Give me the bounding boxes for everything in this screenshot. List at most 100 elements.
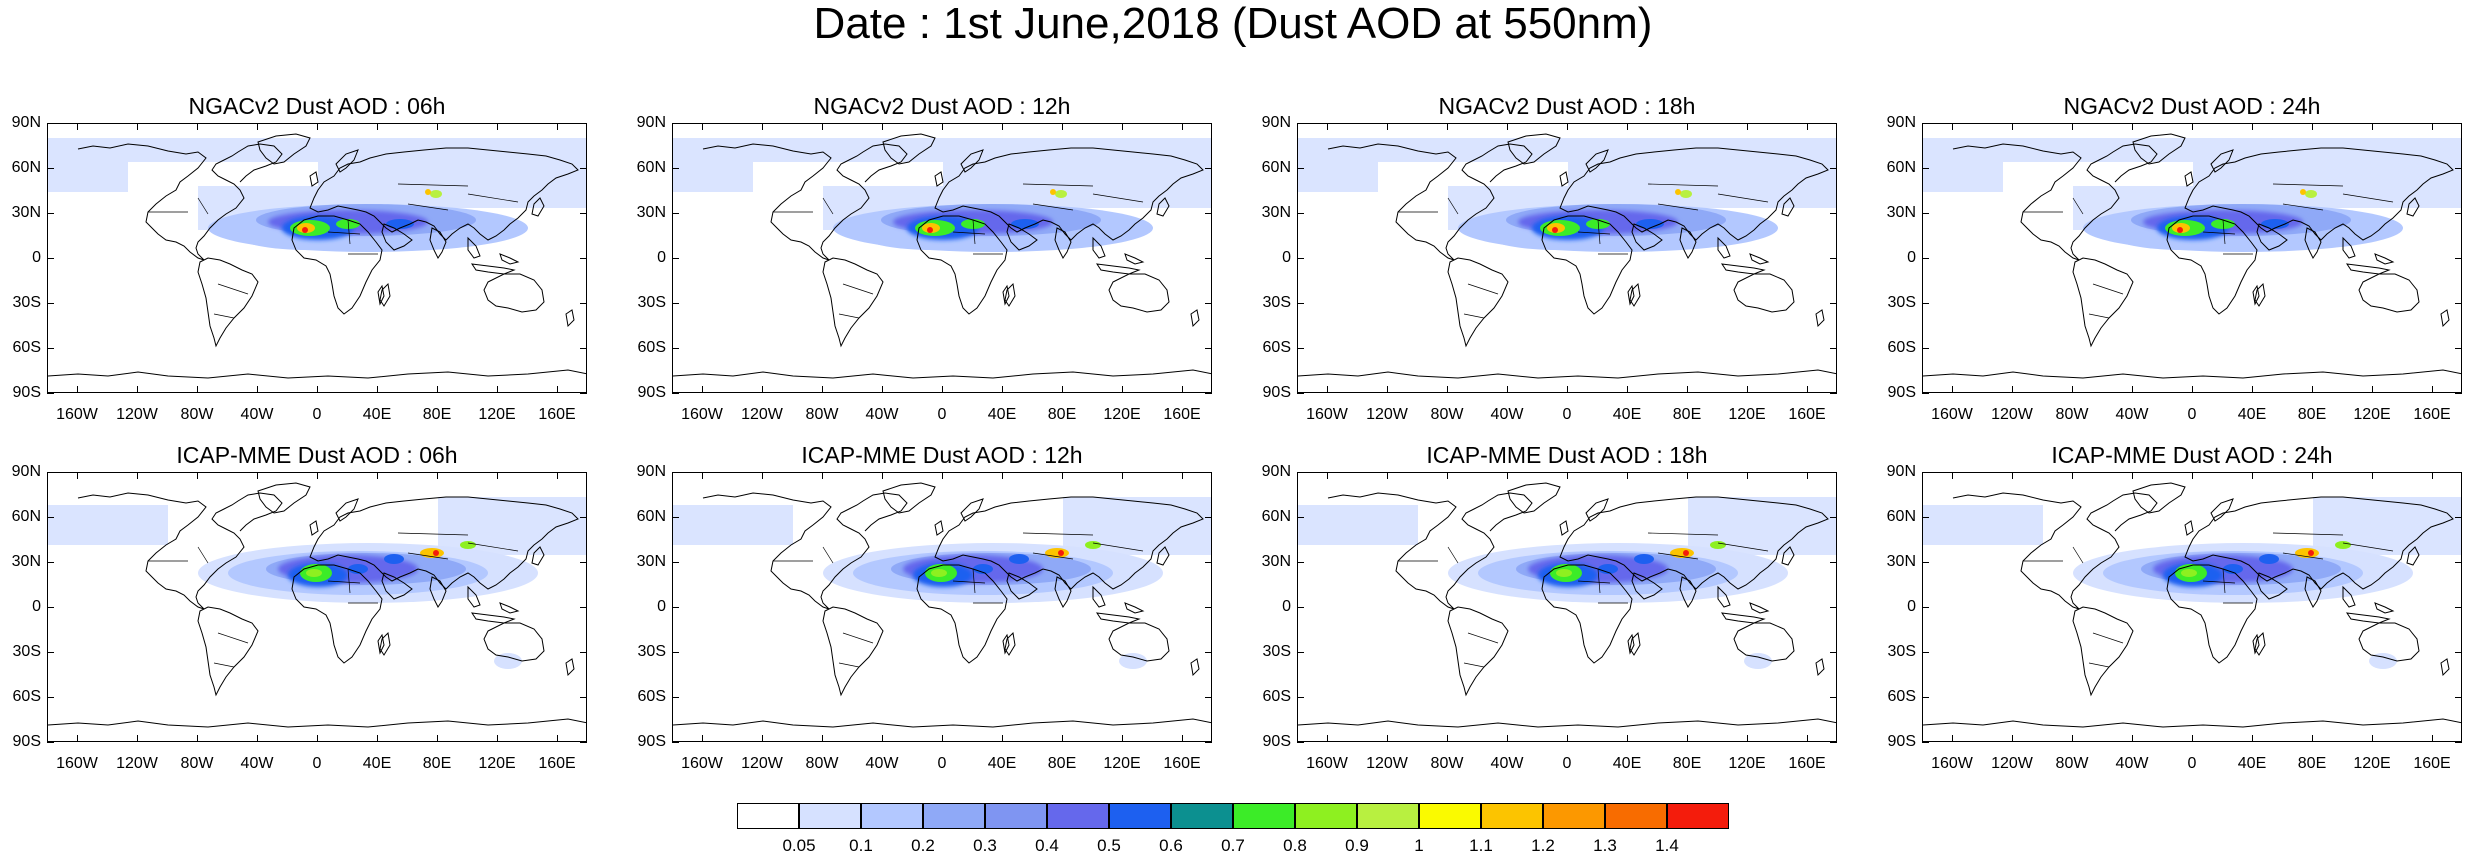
lat-tick bbox=[1922, 472, 1929, 473]
lat-tick bbox=[1830, 472, 1837, 473]
lon-tick-label: 160W bbox=[1931, 406, 1973, 423]
lat-tick bbox=[47, 562, 54, 563]
lon-tick bbox=[1327, 735, 1328, 742]
dust-aod-field bbox=[1923, 497, 2462, 669]
lon-tick bbox=[1807, 123, 1808, 130]
lon-tick-label: 160E bbox=[2413, 755, 2451, 772]
lat-tick bbox=[1922, 393, 1929, 394]
lon-tick bbox=[942, 123, 943, 130]
lat-tick-label: 30S bbox=[637, 643, 666, 660]
lon-tick bbox=[1507, 386, 1508, 393]
lon-tick-label: 120E bbox=[1728, 755, 1766, 772]
lon-tick bbox=[497, 386, 498, 393]
lat-tick bbox=[1830, 652, 1837, 653]
lon-tick bbox=[1387, 472, 1388, 479]
lon-tick bbox=[1687, 735, 1688, 742]
lon-tick bbox=[1122, 735, 1123, 742]
panel-title: NGACv2 Dust AOD : 24h bbox=[2063, 93, 2321, 119]
lon-tick-label: 160E bbox=[1788, 406, 1826, 423]
lat-tick bbox=[1830, 213, 1837, 214]
lat-tick bbox=[1205, 393, 1212, 394]
lat-tick bbox=[672, 168, 679, 169]
lat-tick bbox=[580, 697, 587, 698]
lon-tick bbox=[702, 123, 703, 130]
lon-tick bbox=[2312, 386, 2313, 393]
lon-tick-label: 0 bbox=[2187, 406, 2197, 423]
colorbar-swatch bbox=[1109, 803, 1171, 829]
lat-tick bbox=[47, 303, 54, 304]
dust-aod-field bbox=[1298, 497, 1837, 669]
lat-tick-label: 90S bbox=[12, 384, 41, 401]
lat-tick bbox=[1922, 213, 1929, 214]
lat-tick bbox=[1297, 472, 1304, 473]
lon-tick-label: 40E bbox=[1612, 406, 1642, 423]
lon-tick-label: 0 bbox=[1562, 755, 1572, 772]
lat-tick bbox=[1297, 607, 1304, 608]
lon-tick bbox=[137, 735, 138, 742]
colorbar-label: 0.5 bbox=[1097, 836, 1121, 855]
lon-tick bbox=[1567, 123, 1568, 130]
lon-tick-label: 120E bbox=[2353, 406, 2391, 423]
lat-tick bbox=[1297, 168, 1304, 169]
lat-tick bbox=[1205, 742, 1212, 743]
lon-tick-label: 40W bbox=[865, 406, 899, 423]
lon-tick bbox=[1687, 386, 1688, 393]
lat-tick bbox=[1830, 168, 1837, 169]
colorbar-swatch bbox=[1667, 803, 1729, 829]
colorbar-label: 0.05 bbox=[782, 836, 816, 855]
lat-tick bbox=[1205, 348, 1212, 349]
lon-tick bbox=[1627, 472, 1628, 479]
lon-tick-label: 120E bbox=[1728, 406, 1766, 423]
lon-tick-label: 160W bbox=[56, 406, 98, 423]
lon-tick bbox=[882, 735, 883, 742]
colorbar-label: 1.4 bbox=[1655, 836, 1679, 855]
lat-tick-label: 90S bbox=[637, 733, 666, 750]
lat-tick-label: 30S bbox=[1262, 294, 1291, 311]
dust-aod-map bbox=[673, 482, 1212, 728]
lat-tick-label: 60N bbox=[11, 508, 41, 525]
map-panel: ICAP-MME Dust AOD : 12h 90N 60N 30N 0 30S 60S 9… bbox=[637, 442, 1212, 772]
lat-tick-label: 90N bbox=[11, 463, 41, 480]
lat-tick bbox=[47, 393, 54, 394]
lon-tick-label: 40W bbox=[2115, 755, 2149, 772]
lon-tick bbox=[257, 472, 258, 479]
lon-tick-label: 40E bbox=[2237, 406, 2267, 423]
lon-tick bbox=[1062, 386, 1063, 393]
lon-tick-label: 160E bbox=[1163, 406, 1201, 423]
dust-aod-field bbox=[673, 497, 1212, 669]
lon-tick bbox=[1952, 472, 1953, 479]
panel-title: ICAP-MME Dust AOD : 24h bbox=[2051, 442, 2333, 468]
lon-tick-label: 80E bbox=[1047, 406, 1077, 423]
lon-tick bbox=[2432, 472, 2433, 479]
lon-tick bbox=[2252, 735, 2253, 742]
lon-tick bbox=[2312, 123, 2313, 130]
lon-tick bbox=[137, 123, 138, 130]
lat-tick bbox=[1922, 123, 1929, 124]
lon-tick bbox=[1122, 386, 1123, 393]
lon-tick bbox=[762, 123, 763, 130]
colorbar-swatch bbox=[799, 803, 861, 829]
colorbar-swatch bbox=[1543, 803, 1605, 829]
lat-tick bbox=[672, 393, 679, 394]
lat-tick-label: 0 bbox=[1907, 598, 1916, 615]
lat-tick bbox=[2455, 742, 2462, 743]
lat-tick-label: 30N bbox=[1261, 553, 1291, 570]
lat-tick bbox=[1830, 742, 1837, 743]
colorbar-swatch bbox=[737, 803, 799, 829]
lat-tick-label: 60S bbox=[12, 339, 41, 356]
lat-tick-label: 30S bbox=[12, 294, 41, 311]
lon-tick-label: 80E bbox=[2297, 406, 2327, 423]
lat-tick bbox=[1830, 607, 1837, 608]
colorbar-swatch bbox=[1233, 803, 1295, 829]
lon-tick bbox=[1387, 735, 1388, 742]
lon-tick bbox=[2192, 472, 2193, 479]
lon-tick-label: 40W bbox=[1490, 406, 1524, 423]
lon-tick bbox=[1507, 472, 1508, 479]
dust-aod-map bbox=[48, 482, 586, 728]
lon-tick-label: 80W bbox=[2055, 406, 2089, 423]
lat-tick bbox=[580, 213, 587, 214]
lon-tick bbox=[77, 386, 78, 393]
colorbar-label: 1.3 bbox=[1593, 836, 1617, 855]
lon-tick bbox=[2072, 472, 2073, 479]
lon-tick bbox=[882, 386, 883, 393]
